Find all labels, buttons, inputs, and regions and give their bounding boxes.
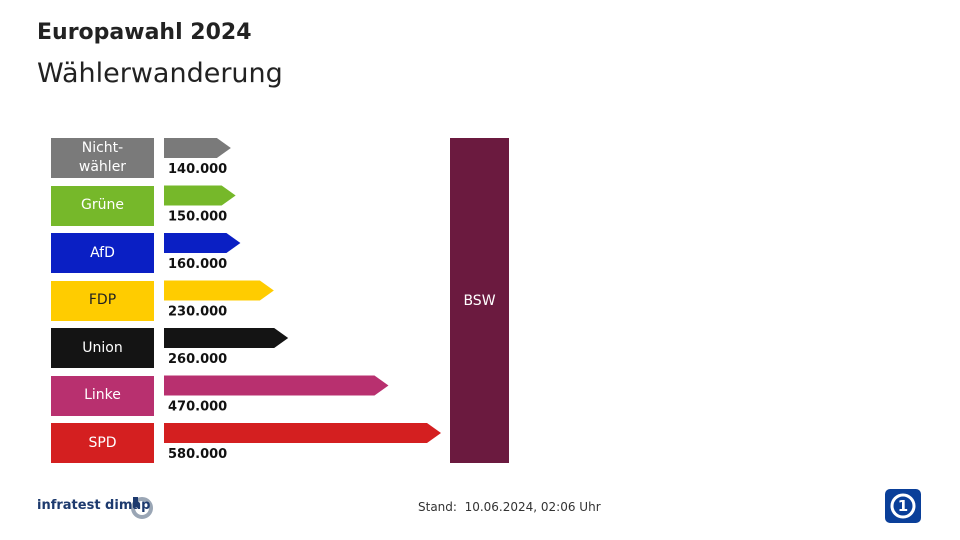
category-box: SPD <box>51 423 154 463</box>
category-label: AfD <box>90 244 115 261</box>
category-box: Nicht-wähler <box>51 138 154 178</box>
bar-arrow <box>164 375 389 396</box>
category-box: AfD <box>51 233 154 273</box>
bar-arrow <box>164 423 441 443</box>
category-label: SPD <box>88 434 117 451</box>
category-label: Nicht-wähler <box>78 140 127 175</box>
logo-infratest <box>131 497 153 519</box>
category-label: Grüne <box>81 197 124 213</box>
value-label: 150.000 <box>168 210 227 225</box>
category-box: Union <box>51 328 154 368</box>
bar-arrow <box>164 328 289 348</box>
svg-text:1: 1 <box>898 497 908 515</box>
value-label: 230.000 <box>168 305 227 320</box>
title: Europawahl 2024 <box>37 20 252 45</box>
category-label: Union <box>82 339 123 356</box>
value-label: 580.000 <box>168 447 227 462</box>
footnote: Stand: 10.06.2024, 02:06 Uhr <box>418 500 601 514</box>
bar-arrow <box>164 185 236 206</box>
value-label: 260.000 <box>168 352 227 367</box>
category-label: Linke <box>84 387 121 403</box>
category-box: Grüne <box>51 185 154 226</box>
logo-ard: 1 <box>885 489 921 523</box>
value-label: 140.000 <box>168 162 227 177</box>
value-label: 470.000 <box>168 400 227 415</box>
category-label: FDP <box>88 292 117 308</box>
target-box <box>450 138 509 463</box>
target-label: BSW <box>463 293 495 309</box>
source: infratest dimap <box>37 498 151 513</box>
category-box: Linke <box>51 375 154 416</box>
bar-arrow <box>164 138 231 158</box>
bar-arrow <box>164 233 241 253</box>
value-label: 160.000 <box>168 257 227 272</box>
category-box: FDP <box>51 280 154 321</box>
subtitle: Wählerwanderung <box>37 58 283 89</box>
bar-arrow <box>164 280 274 301</box>
